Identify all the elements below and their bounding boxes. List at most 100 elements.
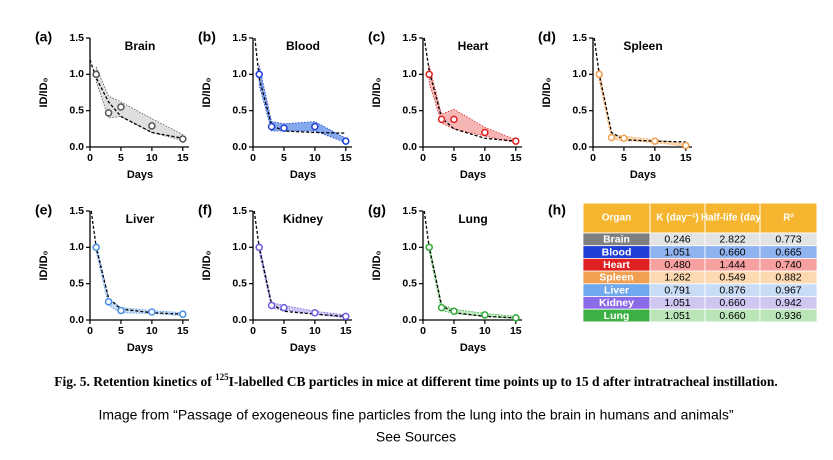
- table-cell-text: 0.791: [664, 284, 690, 296]
- x-tick-label: 5: [118, 325, 124, 337]
- table-cell-text: 0.480: [664, 259, 690, 271]
- y-tick-label: 1.5: [232, 32, 247, 44]
- y-axis-label: ID/ID₀: [541, 77, 553, 107]
- table-header-cell: [582, 202, 651, 234]
- x-tick-label: 15: [177, 152, 189, 164]
- x-tick-label: 10: [649, 152, 661, 164]
- panel-label: (c): [368, 29, 385, 45]
- x-tick-label: 10: [309, 152, 321, 164]
- data-point: [117, 103, 125, 111]
- fit-line: [593, 37, 686, 143]
- data-point: [425, 70, 433, 79]
- caption-text: I-labelled CB particles in mice at diffe…: [229, 374, 778, 389]
- x-tick-label: 5: [281, 325, 287, 337]
- data-point: [148, 308, 156, 316]
- panel-label: (a): [35, 29, 52, 45]
- x-tick-label: 0: [590, 152, 596, 164]
- x-tick-label: 0: [87, 152, 93, 164]
- table-cell-text: 1.051: [664, 246, 690, 258]
- data-point: [450, 307, 458, 316]
- y-tick-label: 1.0: [232, 68, 247, 80]
- table-header-text: Half-life (day): [701, 213, 764, 224]
- data-point: [311, 308, 319, 317]
- data-point: [117, 306, 125, 315]
- table-cell-text: 0.967: [775, 284, 801, 296]
- data-point: [104, 298, 113, 306]
- fit-line: [90, 210, 183, 315]
- fit-line: [254, 37, 346, 134]
- x-axis-label: Days: [460, 169, 486, 181]
- x-tick-label: 10: [146, 152, 158, 164]
- data-point: [92, 243, 100, 252]
- x-tick-label: 15: [177, 325, 189, 337]
- table-cell-text: 0.549: [719, 272, 745, 284]
- data-point: [255, 70, 263, 79]
- data-point: [342, 137, 350, 145]
- y-tick-label: 1.0: [402, 241, 417, 253]
- data-point: [267, 301, 276, 310]
- data-point: [255, 243, 263, 252]
- y-tick-label: 1.5: [402, 32, 417, 44]
- table-cell-text: Lung: [604, 310, 630, 322]
- x-tick-label: 5: [281, 152, 287, 164]
- x-tick-label: 0: [420, 325, 426, 337]
- table-cell-text: 0.660: [719, 297, 745, 309]
- data-point: [607, 133, 616, 142]
- caption-sup: 125: [215, 372, 229, 382]
- y-tick-label: 1.0: [402, 68, 417, 80]
- y-tick-label: 0.0: [572, 141, 587, 153]
- table-cell-text: 0.876: [719, 284, 745, 296]
- data-point: [481, 311, 489, 319]
- data-point: [620, 134, 628, 143]
- x-tick-label: 0: [87, 325, 93, 337]
- band: [428, 243, 517, 319]
- panel-label: (b): [198, 29, 216, 45]
- table-header-text: K (day⁻¹): [656, 213, 699, 224]
- x-axis-label: Days: [127, 342, 153, 354]
- data-point: [179, 310, 187, 318]
- data-point: [280, 124, 288, 132]
- y-tick-label: 0.5: [232, 277, 247, 289]
- x-tick-label: 15: [510, 152, 522, 164]
- fit-line: [423, 37, 516, 142]
- table-cell-text: Liver: [604, 284, 629, 296]
- data-point: [437, 303, 446, 312]
- chart-title: Liver: [126, 212, 155, 226]
- fit-line: [253, 210, 346, 318]
- y-tick-label: 0.5: [402, 104, 417, 116]
- table-header-text: Organ: [602, 213, 631, 224]
- y-tick-label: 0.5: [572, 104, 587, 116]
- x-tick-label: 5: [118, 152, 124, 164]
- x-axis-label: Days: [630, 169, 656, 181]
- data-point: [267, 122, 276, 131]
- table-cell: [759, 308, 818, 323]
- table-cell-text: Kidney: [599, 297, 634, 309]
- y-axis-label: ID/ID₀: [201, 77, 213, 107]
- table-header-text: R²: [783, 213, 794, 224]
- y-tick-label: 1.5: [232, 205, 247, 217]
- y-tick-label: 0.0: [69, 314, 84, 326]
- panel-label: (h): [548, 202, 566, 218]
- band: [258, 65, 347, 144]
- table-cell-text: 0.665: [775, 246, 801, 258]
- panel-label: (g): [368, 202, 386, 218]
- table-cell-text: 0.660: [719, 310, 745, 322]
- y-tick-label: 0.0: [402, 314, 417, 326]
- table-cell-text: Blood: [602, 246, 632, 258]
- y-tick-label: 1.0: [232, 241, 247, 253]
- table-cell-text: 0.660: [719, 246, 745, 258]
- y-tick-label: 0.5: [69, 104, 84, 116]
- chart-title: Heart: [458, 39, 489, 53]
- table-cell-text: 0.740: [775, 259, 801, 271]
- table-cell-text: Brain: [603, 234, 630, 246]
- x-axis-label: Days: [290, 169, 316, 181]
- caption-text: Fig. 5. Retention kinetics of: [54, 374, 215, 389]
- x-tick-label: 5: [451, 325, 457, 337]
- chart-title: Spleen: [623, 39, 662, 53]
- table-cell-text: 1.051: [664, 297, 690, 309]
- x-tick-label: 15: [680, 152, 692, 164]
- panel-label: (f): [198, 202, 212, 218]
- x-tick-label: 5: [451, 152, 457, 164]
- data-point: [682, 141, 690, 150]
